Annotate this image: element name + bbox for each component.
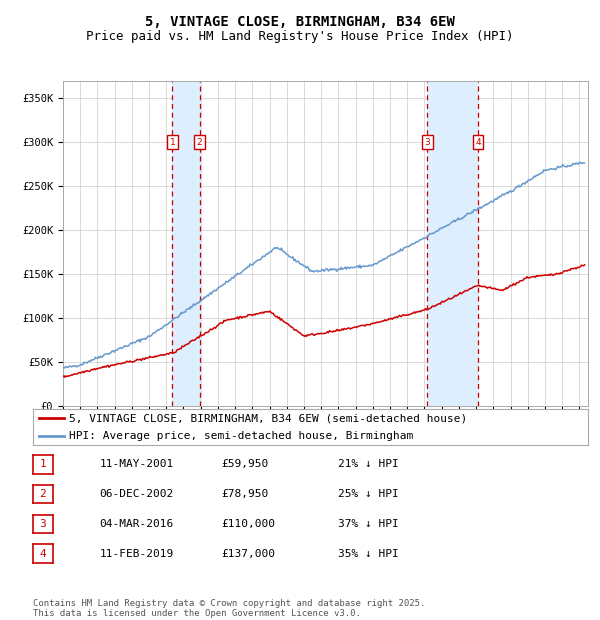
Text: 11-FEB-2019: 11-FEB-2019 — [100, 549, 174, 559]
Bar — [427, 81, 478, 406]
Text: 4: 4 — [40, 549, 46, 559]
Text: Price paid vs. HM Land Registry's House Price Index (HPI): Price paid vs. HM Land Registry's House … — [86, 30, 514, 43]
Text: 37% ↓ HPI: 37% ↓ HPI — [338, 519, 399, 529]
Text: 3: 3 — [40, 519, 46, 529]
Text: £59,950: £59,950 — [222, 459, 269, 469]
Text: 35% ↓ HPI: 35% ↓ HPI — [338, 549, 399, 559]
Bar — [172, 81, 200, 406]
Text: 21% ↓ HPI: 21% ↓ HPI — [338, 459, 399, 469]
Text: Contains HM Land Registry data © Crown copyright and database right 2025.
This d: Contains HM Land Registry data © Crown c… — [33, 599, 425, 618]
Text: HPI: Average price, semi-detached house, Birmingham: HPI: Average price, semi-detached house,… — [69, 430, 413, 441]
Text: 2: 2 — [40, 489, 46, 499]
Text: 06-DEC-2002: 06-DEC-2002 — [100, 489, 174, 499]
Text: 4: 4 — [475, 138, 481, 147]
Text: £137,000: £137,000 — [222, 549, 276, 559]
Text: 25% ↓ HPI: 25% ↓ HPI — [338, 489, 399, 499]
Text: £78,950: £78,950 — [222, 489, 269, 499]
Text: 5, VINTAGE CLOSE, BIRMINGHAM, B34 6EW: 5, VINTAGE CLOSE, BIRMINGHAM, B34 6EW — [145, 16, 455, 30]
Text: 04-MAR-2016: 04-MAR-2016 — [100, 519, 174, 529]
Text: 11-MAY-2001: 11-MAY-2001 — [100, 459, 174, 469]
Text: 2: 2 — [197, 138, 202, 147]
Text: £110,000: £110,000 — [222, 519, 276, 529]
Text: 1: 1 — [40, 459, 46, 469]
Text: 1: 1 — [170, 138, 175, 147]
Text: 3: 3 — [425, 138, 430, 147]
Text: 5, VINTAGE CLOSE, BIRMINGHAM, B34 6EW (semi-detached house): 5, VINTAGE CLOSE, BIRMINGHAM, B34 6EW (s… — [69, 414, 467, 423]
